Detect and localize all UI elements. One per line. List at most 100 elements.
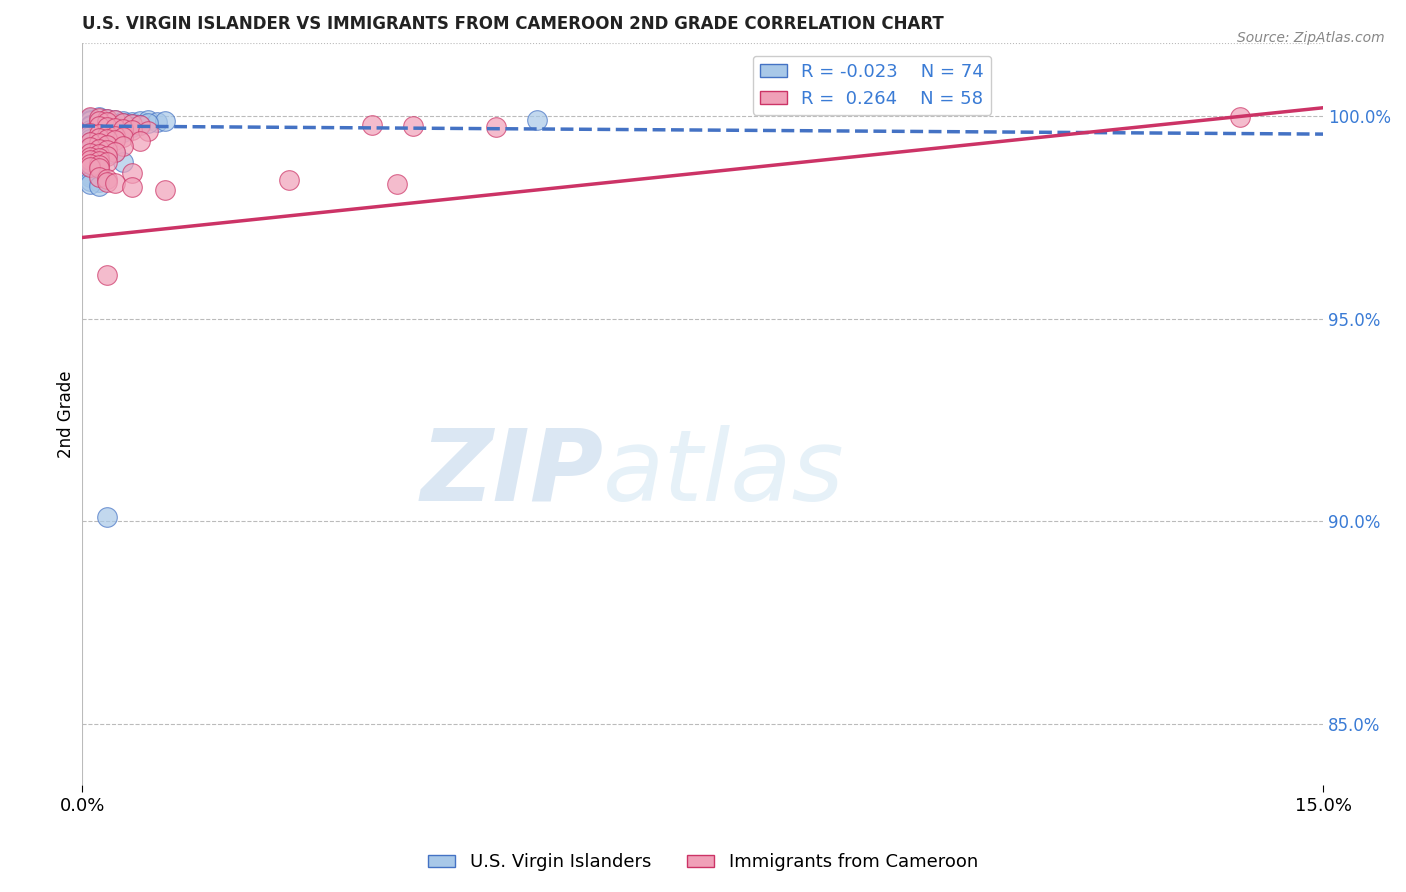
Point [129,134,152,148]
Point [104,129,127,144]
Point [96,171,118,186]
Point [87,130,110,145]
Point [104,176,127,190]
Point [129,118,152,132]
Point [96,128,118,143]
Point [129,113,152,128]
Point [79,154,101,169]
Point [96,138,118,153]
Point [87,178,110,193]
Point [79,166,101,180]
Point [87,115,110,129]
Point [136,112,159,127]
Point [96,138,118,153]
Point [79,177,101,191]
Point [96,115,118,129]
Point [79,163,101,178]
Point [96,121,118,136]
Point [79,142,101,156]
Point [96,510,118,524]
Point [96,112,118,127]
Point [79,140,101,154]
Point [79,118,101,132]
Point [79,160,101,174]
Text: atlas: atlas [603,425,845,522]
Point [87,131,110,145]
Legend: U.S. Virgin Islanders, Immigrants from Cameroon: U.S. Virgin Islanders, Immigrants from C… [420,847,986,879]
Point [96,175,118,189]
Point [112,121,135,136]
Point [112,121,135,136]
Point [96,268,118,282]
Point [121,115,143,129]
Point [112,130,135,145]
Point [112,139,135,153]
Point [79,135,101,149]
Point [87,147,110,161]
Point [79,125,101,139]
Point [121,179,143,194]
Point [145,115,167,129]
Point [79,157,101,171]
Point [96,124,118,138]
Point [121,120,143,135]
Point [79,150,101,164]
Point [360,118,382,132]
Point [112,125,135,139]
Point [121,117,143,131]
Point [104,145,127,159]
Point [87,170,110,185]
Point [104,112,127,127]
Point [87,153,110,167]
Point [79,160,101,174]
Point [104,133,127,147]
Text: Source: ZipAtlas.com: Source: ZipAtlas.com [1237,31,1385,45]
Point [96,148,118,162]
Point [104,145,127,159]
Point [87,161,110,175]
Point [87,169,110,183]
Point [79,129,101,144]
Point [87,175,110,189]
Point [79,132,101,146]
Point [87,127,110,141]
Point [104,112,127,127]
Point [153,113,176,128]
Point [79,146,101,161]
Point [87,120,110,135]
Point [79,168,101,182]
Point [87,121,110,136]
Text: U.S. VIRGIN ISLANDER VS IMMIGRANTS FROM CAMEROON 2ND GRADE CORRELATION CHART: U.S. VIRGIN ISLANDER VS IMMIGRANTS FROM … [82,15,943,33]
Point [485,120,508,135]
Point [526,112,548,127]
Point [104,126,127,140]
Point [136,124,159,138]
Text: ZIP: ZIP [420,425,603,522]
Point [79,119,101,133]
Point [96,144,118,158]
Point [87,140,110,154]
Point [87,150,110,164]
Point [112,116,135,130]
Point [153,183,176,197]
Point [96,120,118,135]
Point [96,127,118,141]
Point [87,113,110,128]
Point [96,116,118,130]
Point [79,139,101,153]
Point [402,119,425,133]
Point [129,118,152,132]
Point [79,135,101,149]
Point [87,144,110,158]
Point [79,157,101,171]
Point [87,142,110,156]
Point [87,171,110,186]
Point [136,116,159,130]
Point [87,158,110,172]
Y-axis label: 2nd Grade: 2nd Grade [58,370,75,458]
Point [70,161,93,176]
Point [79,149,101,163]
Point [87,154,110,169]
Point [87,152,110,166]
Point [278,173,301,187]
